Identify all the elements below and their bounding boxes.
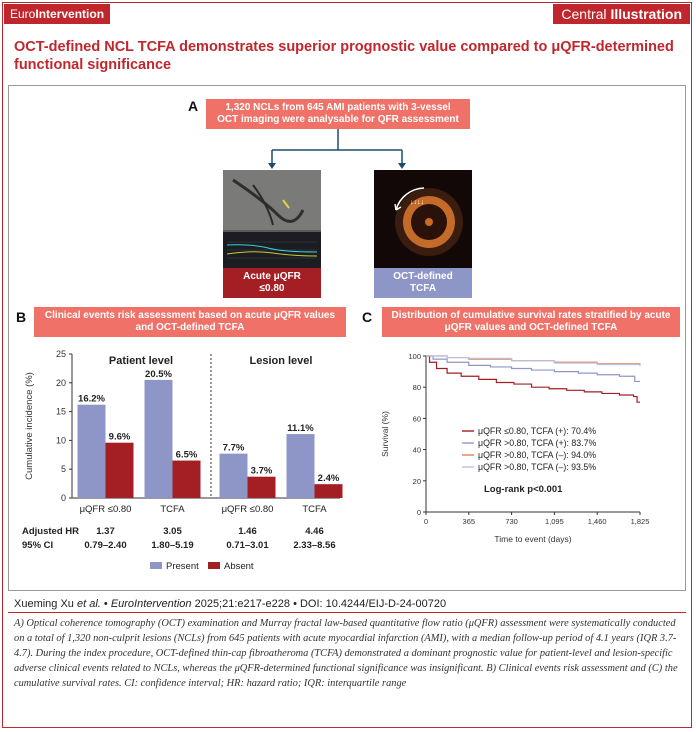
panel-b-box: Clinical events risk assessment based on… (34, 307, 346, 337)
hr-value: 4.46 (305, 526, 324, 537)
x-tick-label: 1,460 (588, 517, 607, 526)
legend-swatch (150, 562, 162, 569)
x-tick-label: 365 (463, 517, 476, 526)
central-illustration-badge: Central Illustration (553, 4, 690, 24)
hr-value: 1.37 (96, 526, 115, 537)
bar-value-label: 9.6% (109, 432, 131, 443)
y-tick-label: 60 (413, 414, 421, 423)
survival-curve (426, 355, 640, 383)
x-tick-label: 730 (505, 517, 518, 526)
ci-value: 0.71–3.01 (226, 540, 269, 551)
caption: A) Optical coherence tomography (OCT) ex… (14, 618, 678, 689)
y-tick-label: 40 (413, 446, 421, 455)
bar-value-label: 7.7% (223, 443, 245, 454)
legend-label: μQFR >0.80, TCFA (–): 94.0% (478, 450, 596, 460)
bar-present (219, 453, 248, 498)
legend-label: μQFR >0.80, TCFA (+): 83.7% (478, 438, 597, 448)
log-rank-label: Log-rank p<0.001 (484, 484, 563, 495)
bar-value-label: 3.7% (251, 466, 273, 477)
hr-row-label: Adjusted HR (22, 526, 79, 537)
y-tick-label: 80 (413, 383, 421, 392)
legend-swatch (208, 562, 220, 569)
panel-c-box: Distribution of cumulative survival rate… (382, 307, 680, 337)
panel-a-box: 1,320 NCLs from 645 AMI patients with 3-… (206, 99, 470, 129)
bar-chart: 0 5 10 15 20 25 Cumulative incidence (%) Patien… (22, 349, 343, 572)
y-tick-label: 10 (56, 435, 66, 445)
oct-image: ↓↓↓↓ (374, 170, 472, 268)
footer-rule (8, 612, 686, 613)
ci-value: 0.79–2.40 (84, 540, 126, 551)
y-tick-label: 100 (408, 352, 421, 361)
bar-present (77, 404, 106, 498)
x-axis-label: Time to event (days) (494, 534, 571, 544)
bar-absent (247, 476, 276, 498)
x-tick-label: μQFR ≤0.80 (222, 504, 274, 515)
legend-label: Present (166, 561, 199, 572)
group-label: Patient level (109, 355, 173, 367)
survival-curve (426, 355, 640, 403)
x-tick-label: 1,825 (631, 517, 650, 526)
bar-value-label: 20.5% (145, 369, 172, 380)
x-tick-label: TCFA (302, 504, 327, 515)
hr-value: 3.05 (163, 526, 182, 537)
y-axis-label: Survival (%) (380, 411, 390, 457)
y-tick-label: 0 (61, 493, 66, 503)
survival-chart: 0 20 40 60 80 100 0 365 730 1,095 1,460 1,825 Surviv… (380, 352, 650, 544)
bar-value-label: 16.2% (78, 394, 105, 405)
y-tick-label: 15 (56, 407, 66, 417)
acute-uqfr-label: Acute μQFR ≤0.80 (223, 268, 321, 298)
survival-curve (426, 355, 641, 367)
bar-present (286, 434, 315, 498)
bar-present (144, 379, 173, 498)
x-tick-label: μQFR ≤0.80 (80, 504, 132, 515)
hr-value: 1.46 (238, 526, 257, 537)
legend-label: μQFR ≤0.80, TCFA (+): 70.4% (478, 426, 596, 436)
y-tick-label: 20 (413, 477, 421, 486)
y-tick-label: 20 (56, 378, 66, 388)
oct-tcfa-label: OCT-defined TCFA (374, 268, 472, 298)
figure-panel (8, 85, 686, 591)
bar-absent (105, 442, 134, 498)
angiography-image (223, 170, 321, 268)
ci-row-label: 95% CI (22, 540, 53, 551)
ci-value: 1.80–5.19 (151, 540, 193, 551)
bar-value-label: 11.1% (287, 423, 314, 434)
citation: Xueming Xu et al. • EuroIntervention 202… (14, 598, 447, 610)
legend-label: Absent (224, 561, 254, 572)
panel-b-letter: B (16, 309, 27, 325)
x-tick-label: TCFA (160, 504, 185, 515)
panel-a-letter: A (188, 98, 199, 114)
y-tick-label: 25 (56, 349, 66, 359)
y-tick-label: 5 (61, 464, 66, 474)
group-label: Lesion level (250, 355, 313, 367)
bar-value-label: 2.4% (318, 473, 340, 484)
svg-text:↓↓↓↓: ↓↓↓↓ (410, 199, 424, 206)
x-tick-label: 1,095 (545, 517, 564, 526)
brand-badge: EuroIntervention (4, 4, 111, 24)
panel-c-letter: C (362, 309, 373, 325)
bar-absent (314, 484, 343, 498)
bar-absent (172, 460, 201, 498)
y-tick-label: 0 (417, 508, 421, 517)
y-axis-label: Cumulative incidence (%) (24, 372, 35, 480)
x-tick-label: 0 (424, 517, 428, 526)
ci-value: 2.33–8.56 (293, 540, 335, 551)
figure-title: OCT-defined NCL TCFA demonstrates superi… (14, 39, 674, 73)
bar-value-label: 6.5% (176, 450, 198, 461)
legend-label: μQFR >0.80, TCFA (–): 93.5% (478, 462, 596, 472)
